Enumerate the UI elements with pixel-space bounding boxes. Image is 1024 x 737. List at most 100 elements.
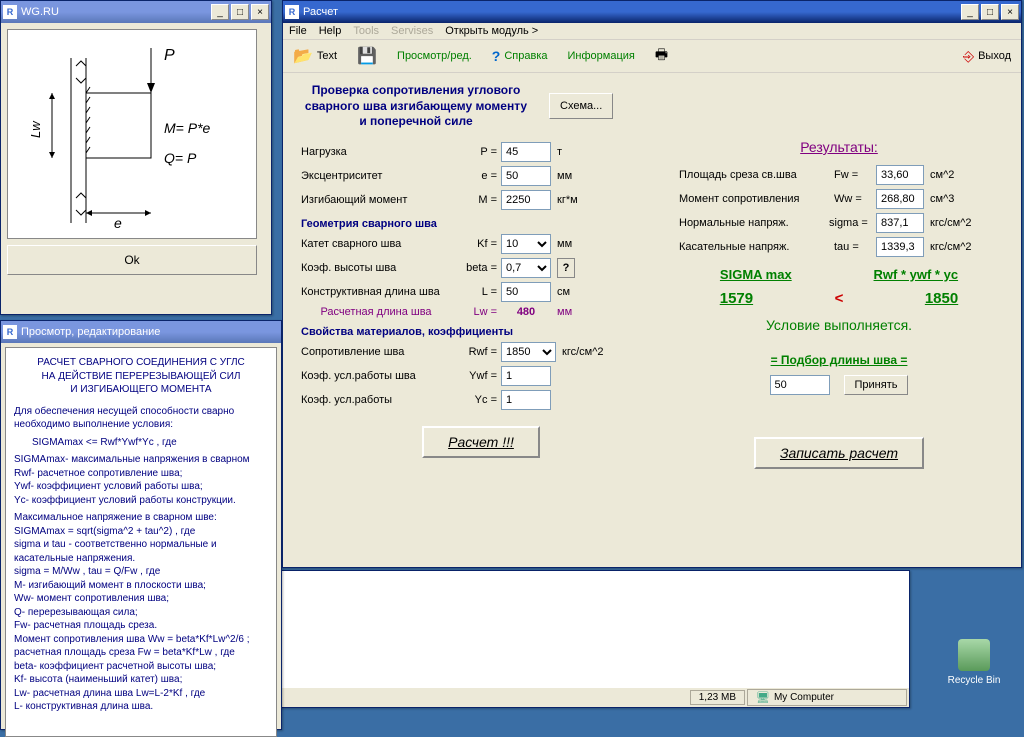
menu-openmodule[interactable]: Открыть модуль > xyxy=(445,25,538,37)
ywf-label: Коэф. усл.работы шва xyxy=(301,370,451,382)
tau-unit: кгс/см^2 xyxy=(930,241,971,253)
beta-symbol: beta = xyxy=(451,262,501,274)
section-title: Проверка сопротивления углового сварного… xyxy=(301,83,531,130)
doc-window: R Просмотр, редактирование РАСЧЕТ СВАРНО… xyxy=(0,320,282,730)
computer-icon: 🖥 xyxy=(756,691,770,704)
weld-diagram: P M= P*e Q= P Lw e xyxy=(7,29,257,239)
toolbar: 📂 Text 💾 Просмотр/ред. ?Справка Информаци… xyxy=(283,40,1021,73)
beta-select[interactable]: 0,7 xyxy=(501,258,551,278)
Lw-symbol: Lw = xyxy=(451,306,501,318)
save-icon: 💾 xyxy=(357,46,377,66)
tb-print[interactable]: 🖶 xyxy=(655,44,668,68)
ww-output xyxy=(876,189,924,209)
doc-content: РАСЧЕТ СВАРНОГО СОЕДИНЕНИЯ С УГЛС НА ДЕЙ… xyxy=(5,347,277,737)
fw-output xyxy=(876,165,924,185)
recycle-bin[interactable]: Recycle Bin xyxy=(944,639,1004,686)
svg-text:e: e xyxy=(114,215,122,231)
close-button[interactable]: × xyxy=(251,4,269,20)
title-text: WG.RU xyxy=(21,6,211,18)
maximize-button[interactable]: □ xyxy=(981,4,999,20)
yc-symbol: Yc = xyxy=(451,394,501,406)
kf-select[interactable]: 10 xyxy=(501,234,551,254)
pick-length-label[interactable]: = Подбор длины шва = xyxy=(771,353,908,367)
Lw-unit: мм xyxy=(557,306,572,318)
mom-unit: кг*м xyxy=(557,194,578,206)
maximize-button[interactable]: □ xyxy=(231,4,249,20)
menubar: File Help Tools Servises Открыть модуль … xyxy=(283,23,1021,40)
ww-label: Момент сопротивления xyxy=(679,193,834,205)
titlebar-diagram[interactable]: R WG.RU _ □ × xyxy=(1,1,271,23)
fw-symbol: Fw = xyxy=(834,169,876,181)
tau-label: Касательные напряж. xyxy=(679,241,834,253)
tb-exit-label: Выход xyxy=(978,50,1011,62)
menu-help[interactable]: Help xyxy=(319,25,342,37)
app-icon: R xyxy=(3,5,17,19)
L-input[interactable] xyxy=(501,282,551,302)
schema-button[interactable]: Схема... xyxy=(549,93,613,119)
condition-text: Условие выполняется. xyxy=(679,317,999,333)
accept-button[interactable]: Принять xyxy=(844,375,909,395)
tb-info-label: Информация xyxy=(568,50,635,62)
title-text: Расчет xyxy=(303,6,961,18)
tb-save[interactable]: 💾 xyxy=(357,46,377,66)
menu-tools[interactable]: Tools xyxy=(353,25,379,37)
L-symbol: L = xyxy=(473,286,501,298)
folder-icon: 📂 xyxy=(293,46,313,66)
minimize-button[interactable]: _ xyxy=(211,4,229,20)
tb-help-label: Справка xyxy=(504,50,547,62)
yc-input[interactable] xyxy=(501,390,551,410)
Lw-label: Расчетная длина шва xyxy=(301,306,451,318)
doc-p4: Максимальное напряжение в сварном шве: S… xyxy=(14,511,268,714)
compare-sign: < xyxy=(835,290,844,307)
minimize-button[interactable]: _ xyxy=(961,4,979,20)
menu-servises[interactable]: Servises xyxy=(391,25,433,37)
tb-view[interactable]: Просмотр/ред. xyxy=(397,50,472,62)
save-calc-button[interactable]: Записать расчет xyxy=(754,437,924,469)
tb-text-label: Text xyxy=(317,50,337,62)
L-unit: см xyxy=(557,286,570,298)
yc-label: Коэф. усл.работы xyxy=(301,394,451,406)
titlebar-calc[interactable]: R Расчет _ □ × xyxy=(283,1,1021,23)
tau-output xyxy=(876,237,924,257)
beta-help-button[interactable]: ? xyxy=(557,258,575,278)
Lw-value: 480 xyxy=(501,306,551,318)
tb-exit[interactable]: ⎆Выход xyxy=(963,48,1011,65)
ok-button[interactable]: Ok xyxy=(7,245,257,275)
load-label: Нагрузка xyxy=(301,146,451,158)
rwf-symbol: Rwf = xyxy=(451,346,501,358)
ww-unit: см^3 xyxy=(930,193,954,205)
statusbar: 1,23 MB 🖥My Computer xyxy=(271,687,909,707)
diagram-window: R WG.RU _ □ × P M= P*e Q= P Lw e xyxy=(0,0,272,315)
calc-body: Проверка сопротивления углового сварного… xyxy=(283,73,1021,479)
ywf-input[interactable] xyxy=(501,366,551,386)
tb-info[interactable]: Информация xyxy=(568,50,635,62)
tb-text[interactable]: 📂 Text xyxy=(293,46,337,66)
ecc-input[interactable] xyxy=(501,166,551,186)
calc-window: R Расчет _ □ × File Help Tools Servises … xyxy=(282,0,1022,568)
rwf-select[interactable]: 1850 xyxy=(501,342,556,362)
fw-unit: см^2 xyxy=(930,169,954,181)
mom-input[interactable] xyxy=(501,190,551,210)
calculate-button[interactable]: Расчет !!! xyxy=(422,426,540,458)
ecc-label: Эксцентриситет xyxy=(301,170,451,182)
svg-text:Q= P: Q= P xyxy=(164,150,197,166)
load-input[interactable] xyxy=(501,142,551,162)
app-icon: R xyxy=(285,5,299,19)
title-text: Просмотр, редактирование xyxy=(21,326,279,338)
kf-label: Катет сварного шва xyxy=(301,238,451,250)
mom-symbol: M = xyxy=(451,194,501,206)
close-button[interactable]: × xyxy=(1001,4,1019,20)
ywf-symbol: Ywf = xyxy=(451,370,501,382)
sigma-unit: кгс/см^2 xyxy=(930,217,971,229)
help-icon: ? xyxy=(492,48,501,64)
L-label: Конструктивная длина шва xyxy=(301,286,473,298)
titlebar-doc[interactable]: R Просмотр, редактирование xyxy=(1,321,281,343)
tau-symbol: tau = xyxy=(834,241,876,253)
status-size: 1,23 MB xyxy=(690,690,745,705)
menu-file[interactable]: File xyxy=(289,25,307,37)
ecc-symbol: e = xyxy=(451,170,501,182)
rwf-unit: кгс/см^2 xyxy=(562,346,603,358)
pick-length-input[interactable] xyxy=(770,375,830,395)
mat-title: Свойства материалов, коэффициенты xyxy=(301,326,661,338)
tb-help[interactable]: ?Справка xyxy=(492,48,548,64)
